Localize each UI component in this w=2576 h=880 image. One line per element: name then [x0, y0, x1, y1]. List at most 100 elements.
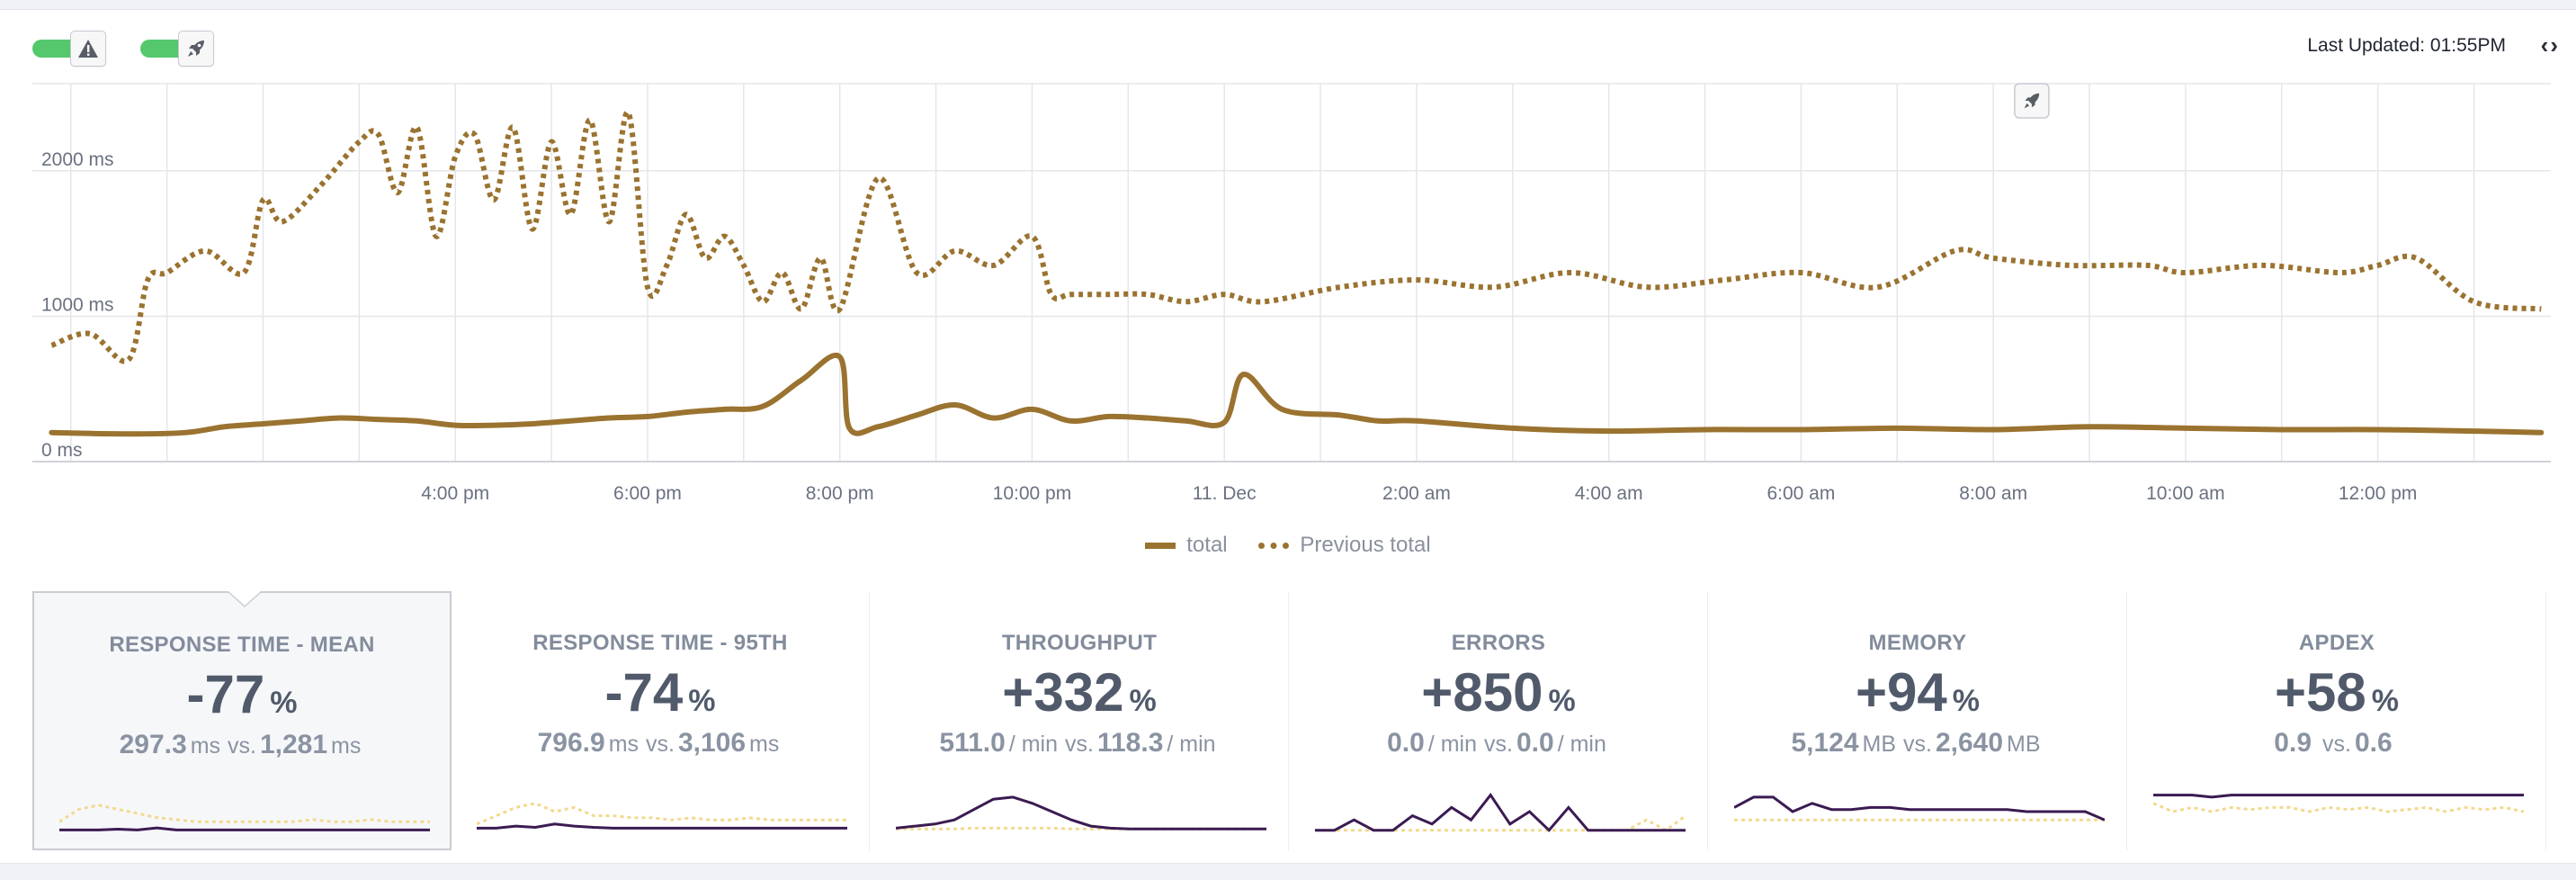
y-tick-label: 1000 ms	[41, 294, 114, 315]
sparkline-current	[1734, 795, 2105, 822]
previous-unit: MB	[2007, 732, 2041, 757]
x-tick-label: 12:00 pm	[2339, 483, 2418, 504]
sparkline	[1315, 793, 1686, 832]
previous-unit: / min	[1167, 732, 1216, 757]
previous-value: 0.0	[1516, 728, 1554, 758]
current-unit: ms	[190, 733, 221, 759]
tile-comparison: 0.0/ min vs. 0.0/ min	[1290, 728, 1707, 759]
metric-tile-response-time-95th[interactable]: RESPONSE TIME - 95TH -74% 796.9 ms vs. 3,106 m…	[452, 591, 870, 850]
metric-tiles: RESPONSE TIME - MEAN -77% 297.3 ms vs. 1,281 m…	[32, 582, 2546, 859]
rocket-icon	[178, 31, 214, 67]
current-unit: ms	[608, 732, 640, 757]
metric-tile-apdex[interactable]: APDEX +58% 0.9 vs. 0.6	[2128, 591, 2546, 850]
vs-label: vs.	[1484, 732, 1513, 757]
y-tick-label: 2000 ms	[41, 149, 114, 170]
percent-sign: %	[1952, 684, 1980, 718]
expand-arrows-icon[interactable]: ‹›	[2540, 31, 2560, 58]
legend-item-total[interactable]: total	[1145, 532, 1228, 558]
previous-unit: ms	[749, 732, 780, 757]
current-unit: / min	[1008, 732, 1059, 757]
metric-tile-response-time-mean[interactable]: RESPONSE TIME - MEAN -77% 297.3 ms vs. 1,281 m…	[32, 591, 452, 850]
legend-swatch-dotted	[1258, 542, 1290, 549]
percent-sign: %	[2371, 684, 2399, 718]
x-tick-label: 10:00 am	[2146, 483, 2225, 504]
x-tick-label: 8:00 pm	[806, 483, 874, 504]
metric-tile-memory[interactable]: MEMORY +94% 5,124 MB vs. 2,640 MB	[1709, 591, 2127, 850]
series-line-previous-total[interactable]	[50, 109, 2542, 364]
alerts-toggle[interactable]	[32, 31, 108, 67]
tile-comparison: 5,124 MB vs. 2,640 MB	[1709, 728, 2126, 759]
change-value: +94	[1855, 662, 1947, 723]
metric-tile-throughput[interactable]: THROUGHPUT +332% 511.0/ min vs. 118.3/ min	[871, 591, 1289, 850]
vs-label: vs.	[646, 732, 675, 757]
legend-label: Previous total	[1300, 532, 1431, 557]
tile-title: RESPONSE TIME - MEAN	[109, 633, 375, 657]
vs-label: vs.	[1065, 732, 1094, 757]
x-tick-label: 11. Dec	[1193, 483, 1257, 504]
sparkline	[59, 804, 430, 831]
sparkline	[2153, 794, 2524, 813]
toggle-track	[140, 40, 187, 58]
current-value: 0.9	[2274, 728, 2312, 758]
last-updated-text: Last Updated: 01:55PM	[2307, 35, 2506, 56]
sparkline	[1734, 795, 2105, 822]
tile-comparison: 796.9 ms vs. 3,106 ms	[452, 728, 869, 759]
x-tick-label: 4:00 am	[1575, 483, 1643, 504]
current-value: 796.9	[537, 728, 605, 758]
metric-tile-errors[interactable]: ERRORS +850% 0.0/ min vs. 0.0/ min	[1290, 591, 1708, 850]
vs-label: vs.	[2322, 732, 2351, 757]
deploys-toggle[interactable]	[140, 31, 216, 67]
current-unit: / min	[1427, 732, 1478, 757]
sparkline-previous	[477, 802, 847, 826]
tile-comparison: 0.9 vs. 0.6	[2128, 728, 2545, 759]
current-value: 5,124	[1791, 728, 1859, 758]
tile-title: ERRORS	[1451, 631, 1546, 655]
current-value: 511.0	[939, 728, 1006, 758]
legend-label: total	[1186, 532, 1228, 557]
series-line-total[interactable]	[49, 352, 2545, 437]
previous-value: 2,640	[1935, 728, 2004, 758]
percent-sign: %	[1129, 684, 1157, 718]
vs-label: vs.	[1903, 732, 1932, 757]
percent-sign: %	[1548, 684, 1576, 718]
dashboard-panel: Last Updated: 01:55PM ‹› 2000 ms 1000 ms 0…	[0, 9, 2576, 864]
tile-comparison: 297.3 ms vs. 1,281 ms	[34, 730, 450, 760]
x-tick-label: 2:00 am	[1382, 483, 1451, 504]
sparkline-current	[1315, 793, 1686, 832]
x-tick-label: 8:00 am	[1959, 483, 2027, 504]
sparkline-current	[59, 826, 430, 831]
sparkline-current	[2153, 794, 2524, 799]
y-tick-label: 0 ms	[41, 440, 83, 461]
change-value: -74	[604, 662, 684, 723]
sparkline	[477, 802, 847, 830]
percent-sign: %	[270, 686, 298, 720]
tile-change: +58%	[2128, 663, 2545, 723]
x-tick-label: 4:00 pm	[421, 483, 489, 504]
sparkline-current	[477, 822, 847, 830]
response-time-chart: 2000 ms 1000 ms 0 ms 4:00 pm 6:00 pm 8:00 pm 1…	[32, 83, 2551, 504]
change-value: -77	[186, 664, 265, 724]
warning-icon	[70, 31, 106, 67]
percent-sign: %	[688, 684, 716, 718]
sparkline-current	[896, 795, 1266, 831]
legend-swatch-solid	[1145, 542, 1176, 549]
previous-value: 118.3	[1096, 728, 1164, 758]
tile-change: +850%	[1290, 663, 1707, 723]
deploy-marker-rocket-icon[interactable]	[2014, 83, 2050, 119]
chart-legend: total Previous total	[0, 532, 2576, 558]
tile-change: -77%	[34, 665, 450, 724]
tile-change: -74%	[452, 663, 869, 723]
current-value: 297.3	[119, 730, 187, 759]
tile-title: RESPONSE TIME - 95TH	[532, 631, 788, 655]
vs-label: vs.	[228, 733, 256, 759]
sparkline-previous	[59, 804, 430, 823]
sparkline-previous	[2153, 802, 2524, 813]
x-tick-label: 6:00 am	[1767, 483, 1835, 504]
previous-value: 0.6	[2354, 728, 2393, 758]
previous-value: 1,281	[259, 730, 328, 759]
previous-value: 3,106	[677, 728, 747, 758]
x-tick-label: 10:00 pm	[993, 483, 1072, 504]
change-value: +850	[1421, 662, 1543, 723]
change-value: +332	[1002, 662, 1124, 723]
legend-item-previous-total[interactable]: Previous total	[1258, 532, 1431, 558]
